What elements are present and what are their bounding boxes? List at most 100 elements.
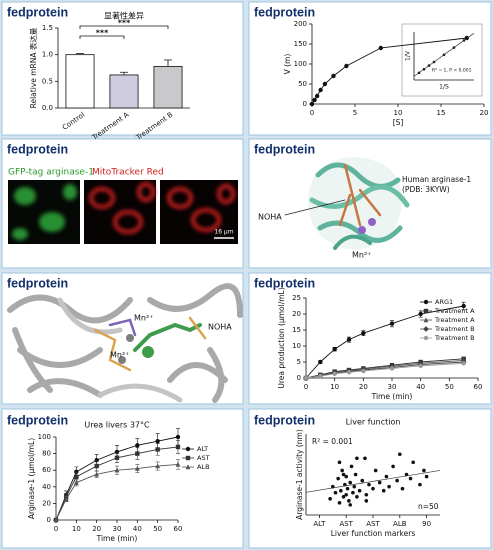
scale-bar-label: 16 μm: [214, 229, 233, 236]
point: [341, 472, 346, 477]
micrograph: [8, 180, 238, 244]
x-tick-label: 20: [92, 525, 101, 533]
marker: [135, 451, 140, 456]
marker: [73, 480, 79, 485]
y-axis-label: Relative mRNA 表达量: [28, 27, 38, 108]
panel-label: fedprotein: [254, 413, 315, 427]
marker: [332, 347, 337, 352]
point: [360, 478, 365, 483]
marker: [175, 444, 181, 450]
point: [400, 486, 405, 491]
bar: [109, 74, 139, 109]
legend-marker: [185, 455, 191, 461]
point: [352, 484, 357, 489]
marker: [94, 463, 99, 469]
point: [337, 501, 342, 505]
point: [344, 474, 349, 479]
x-tick-label: 10: [330, 383, 339, 391]
panel-label: fedprotein: [7, 5, 68, 19]
marker: [378, 45, 383, 51]
marker: [114, 467, 120, 473]
marker: [418, 363, 423, 369]
legend-label: ARG1: [435, 298, 453, 306]
significance-bracket: [79, 25, 169, 29]
y-tick-label: 100: [38, 433, 51, 441]
point: [340, 468, 344, 473]
y-tick-label: 60: [42, 466, 51, 474]
ligand-label: NOHA: [208, 323, 232, 332]
legend-label: ALT: [197, 445, 208, 453]
ligand-label: NOHA: [258, 213, 282, 222]
y-tick-label: 200: [294, 20, 307, 28]
x-tick-label: 15: [437, 109, 446, 117]
marker: [312, 97, 317, 103]
point: [422, 468, 426, 473]
y-tick-label: 20: [292, 310, 301, 318]
x-tick-label: 30: [113, 525, 122, 533]
marker: [344, 63, 349, 69]
x-tick-label: 0: [304, 383, 308, 391]
point: [341, 494, 346, 499]
x-tick-label: 10: [394, 109, 403, 117]
active-site: [7, 283, 243, 403]
marker: [134, 465, 140, 471]
x-tick-label: 60: [174, 525, 183, 533]
panel: [1, 1, 244, 136]
panel-label: fedprotein: [254, 5, 315, 19]
marker: [461, 303, 466, 309]
point: [355, 456, 359, 461]
marker: [418, 311, 423, 317]
x-tick-label: 0: [54, 525, 58, 533]
point: [377, 480, 382, 485]
marker: [389, 366, 395, 371]
y-tick-label: 0.5: [42, 77, 53, 85]
point: [364, 492, 369, 497]
panel-label: fedprotein: [254, 276, 315, 290]
panel: [248, 272, 492, 405]
point: [345, 486, 350, 491]
x-tick-label: 30: [388, 383, 397, 391]
marker: [155, 463, 161, 469]
ion-label: Mn²⁺: [134, 314, 153, 323]
marker: [155, 447, 160, 452]
point: [371, 486, 375, 491]
marker: [361, 331, 366, 336]
point: [337, 460, 342, 465]
marker: [332, 371, 337, 377]
y-tick-label: 15: [292, 326, 301, 334]
point: [367, 482, 371, 487]
error-bar: [120, 71, 128, 75]
marker: [314, 93, 320, 99]
x-axis-label: 1/S: [439, 84, 449, 91]
point: [353, 472, 358, 477]
x-tick-label: 50: [153, 525, 162, 533]
y-tick-label: 25: [292, 294, 301, 302]
y-axis-label: 1/V: [405, 50, 412, 61]
x-tick-label: ALT: [313, 520, 326, 528]
marker: [346, 337, 352, 342]
bar: [65, 54, 95, 109]
marker: [389, 321, 395, 326]
chart-title: 显著性差异: [104, 11, 144, 21]
point: [391, 464, 395, 469]
series-line: [305, 358, 464, 379]
x-tick-label: 5: [353, 109, 357, 117]
point: [363, 456, 367, 461]
y-tick-label: 80: [42, 450, 51, 458]
annotation: n=50: [418, 502, 439, 511]
significance-label: ***: [118, 19, 131, 28]
legend-marker: [423, 326, 429, 332]
panel-label: fedprotein: [254, 142, 315, 156]
x-tick-label: 40: [416, 383, 425, 391]
x-tick-label: 20: [480, 109, 489, 117]
y-axis-label: V (m): [283, 54, 292, 75]
x-axis-label: Liver function markers: [331, 529, 416, 538]
chart-title: Liver function: [346, 418, 401, 427]
y-tick-label: 50: [298, 80, 307, 88]
y-tick-label: 0: [303, 100, 307, 108]
marker: [53, 517, 59, 523]
annotation: R² = 0.001: [312, 437, 353, 446]
point: [381, 488, 386, 493]
caption: (PDB: 3KYW): [402, 185, 450, 194]
